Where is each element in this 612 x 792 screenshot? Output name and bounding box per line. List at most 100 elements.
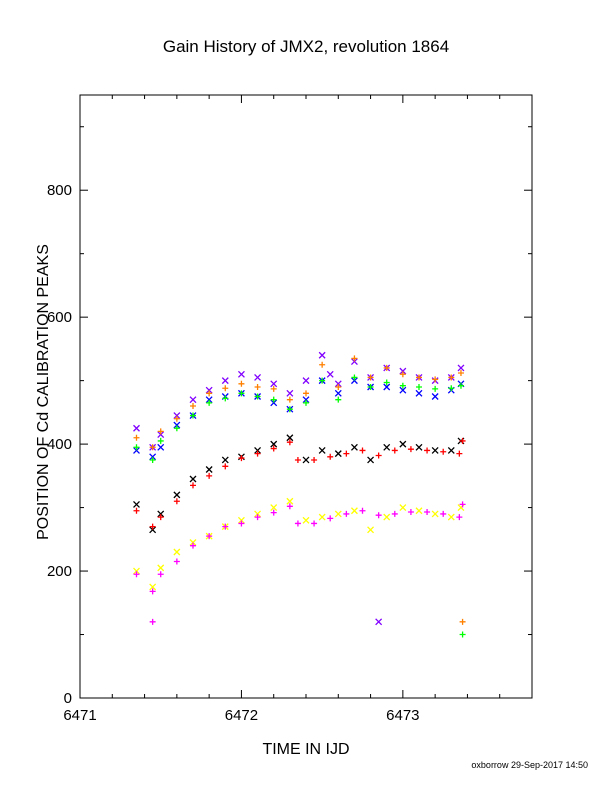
data-point [149, 526, 157, 534]
data-point [222, 463, 229, 470]
data-point [254, 514, 261, 521]
data-point [190, 412, 196, 419]
data-point [286, 396, 293, 403]
data-point [383, 513, 391, 521]
data-point [367, 526, 375, 534]
data-point [302, 456, 310, 464]
series-6 [133, 497, 465, 591]
data-point [440, 510, 447, 517]
data-point [335, 383, 342, 390]
y-tick-label: 800 [47, 182, 72, 199]
data-point [448, 385, 455, 392]
data-point [149, 453, 157, 461]
data-point [157, 571, 164, 578]
data-point [173, 548, 181, 556]
series-4 [133, 434, 465, 534]
data-point [457, 364, 465, 372]
data-point [133, 424, 140, 432]
data-point [375, 618, 383, 626]
data-point [157, 510, 165, 518]
data-point [221, 377, 229, 385]
data-point [149, 444, 156, 451]
data-point [448, 374, 455, 381]
data-point [149, 523, 156, 530]
data-point [270, 445, 277, 452]
data-point [189, 396, 197, 404]
data-point [431, 510, 439, 518]
data-point [237, 370, 245, 378]
data-point [254, 373, 262, 381]
data-point [190, 482, 196, 489]
data-point [311, 456, 318, 463]
footer-stamp: oxborrow 29-Sep-2017 14:50 [471, 760, 588, 770]
data-point [367, 456, 375, 464]
data-point [447, 513, 455, 521]
series-2 [133, 355, 466, 625]
y-tick-label: 0 [64, 690, 72, 707]
plot-frame-rect [79, 94, 533, 699]
data-point [416, 374, 422, 381]
data-point [286, 389, 294, 397]
data-point [334, 510, 342, 518]
x-axis-label: TIME IN IJD [262, 741, 349, 758]
data-point [456, 450, 463, 457]
data-point [205, 466, 213, 473]
data-point [173, 412, 181, 420]
y-tick-label: 400 [47, 436, 72, 453]
data-point [351, 355, 358, 362]
data-point [133, 446, 140, 454]
data-point [157, 564, 165, 572]
data-point [157, 428, 164, 435]
series-1 [133, 377, 465, 461]
data-point [173, 425, 180, 432]
data-point [459, 618, 466, 625]
data-point [157, 437, 164, 444]
data-point [431, 446, 439, 454]
data-point [335, 396, 342, 403]
data-point [206, 472, 213, 479]
data-point [222, 385, 229, 392]
data-point [270, 380, 278, 388]
data-point [424, 447, 431, 454]
data-point [238, 380, 245, 387]
data-point [431, 393, 439, 400]
data-point [415, 443, 423, 451]
data-point [238, 455, 245, 462]
data-point [440, 448, 447, 455]
data-point [457, 370, 464, 377]
data-point [254, 510, 262, 518]
x-tick-label: 6471 [63, 707, 96, 724]
data-point [294, 456, 301, 463]
data-point [270, 399, 278, 407]
data-point [415, 389, 423, 397]
y-axis-label: POSITION OF Cd CALIBRATION PEAKS [35, 244, 52, 540]
data-point [286, 434, 294, 442]
data-point [383, 364, 390, 371]
data-point [343, 450, 350, 457]
data-point [157, 431, 165, 439]
data-point [190, 403, 196, 410]
data-point [334, 380, 342, 388]
data-point [399, 386, 407, 394]
series-3 [133, 374, 466, 638]
data-point [149, 618, 156, 625]
plot-frame [79, 94, 533, 699]
x-tick-label: 6472 [225, 707, 258, 724]
data-point [399, 440, 407, 448]
series-0 [133, 351, 465, 626]
y-tick-label: 600 [47, 309, 72, 326]
data-point [270, 396, 277, 403]
data-point [399, 371, 406, 378]
data-point [318, 446, 326, 454]
data-point [319, 361, 326, 368]
series-7 [133, 501, 466, 625]
data-point [133, 444, 140, 451]
data-point [189, 475, 197, 483]
data-point [318, 351, 326, 359]
data-point [391, 447, 398, 454]
data-point [383, 443, 391, 451]
data-point [222, 523, 229, 530]
data-point [375, 452, 382, 459]
data-point [327, 453, 334, 460]
data-point [351, 374, 358, 381]
